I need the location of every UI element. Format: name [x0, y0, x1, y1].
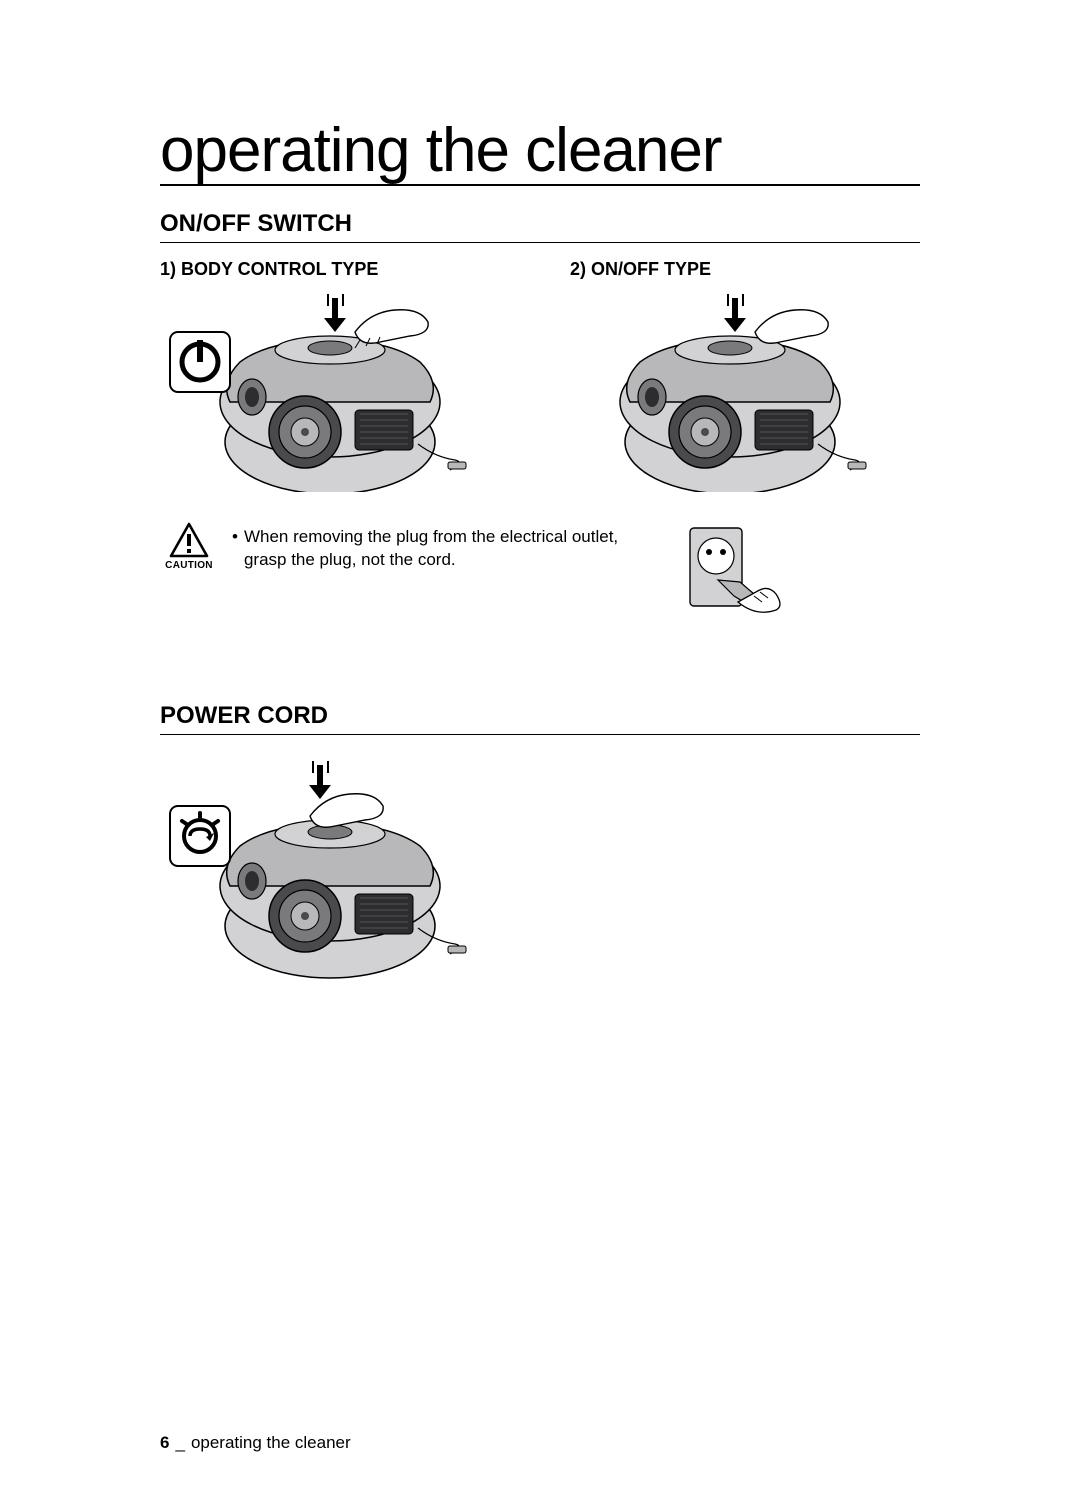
caution-bullet: •	[232, 526, 238, 572]
col-onoff-type: 2) ON/OFF TYPE	[570, 259, 920, 492]
section-onoff: ON/OFF SWITCH 1) BODY CONTROL TYPE	[160, 210, 920, 632]
footer-text: operating the cleaner	[191, 1433, 351, 1453]
illustration-onoff-type	[570, 292, 890, 492]
footer-page-number: 6	[160, 1433, 169, 1453]
page-footer: 6 _ operating the cleaner	[160, 1433, 351, 1453]
footer-separator: _	[175, 1433, 184, 1453]
illustration-body-control	[160, 292, 480, 492]
section-heading-onoff: ON/OFF SWITCH	[160, 210, 920, 243]
caution-block: CAUTION • When removing the plug from th…	[160, 522, 920, 632]
subheading-onoff-type: 2) ON/OFF TYPE	[570, 259, 920, 280]
illustration-power-cord	[160, 751, 480, 981]
section-power-cord: POWER CORD	[160, 702, 920, 981]
caution-text: When removing the plug from the electric…	[244, 526, 662, 572]
illustration-outlet	[676, 522, 786, 632]
section-heading-power-cord: POWER CORD	[160, 702, 920, 735]
col-body-control: 1) BODY CONTROL TYPE	[160, 259, 510, 492]
subheading-body-control: 1) BODY CONTROL TYPE	[160, 259, 510, 280]
caution-icon: CAUTION	[160, 522, 218, 571]
page-title: operating the cleaner	[160, 120, 920, 186]
caution-label: CAUTION	[165, 560, 213, 571]
